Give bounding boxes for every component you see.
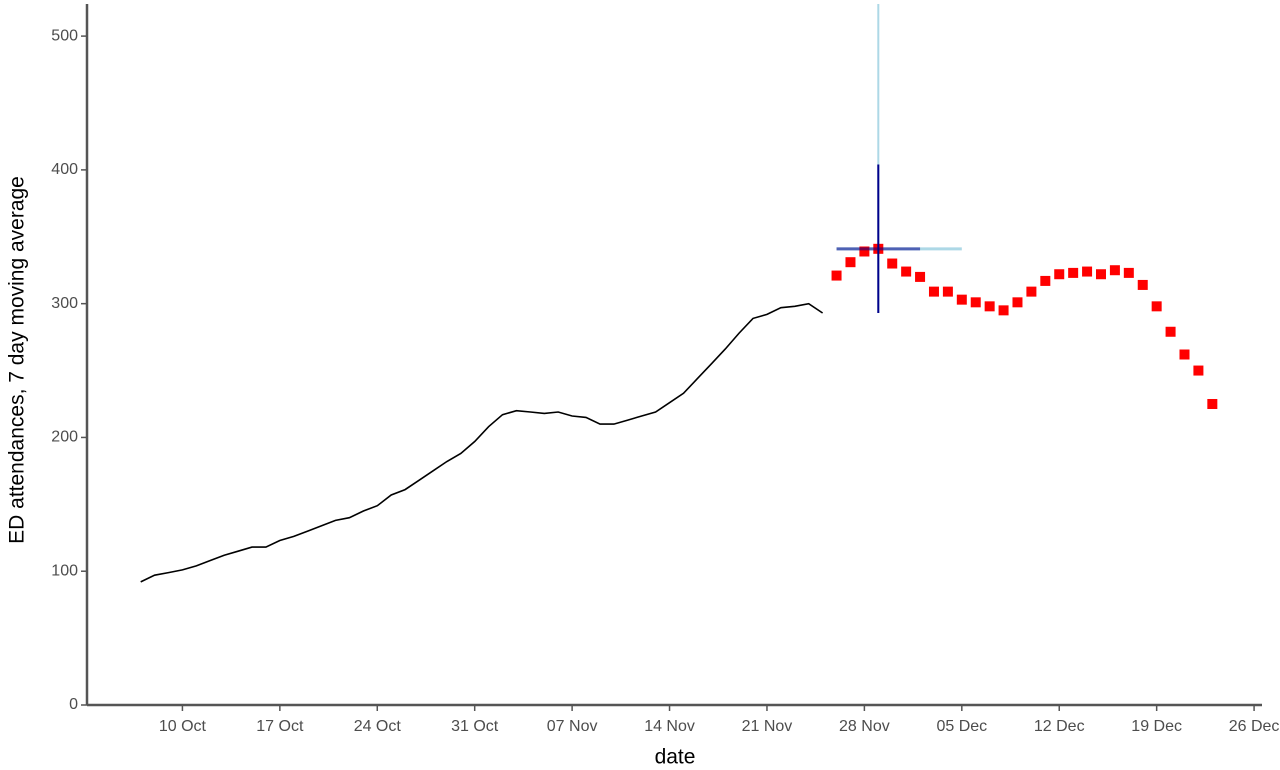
- y-tick-label: 500: [51, 27, 78, 44]
- x-tick-label: 19 Dec: [1131, 718, 1182, 735]
- x-tick-label: 21 Nov: [742, 718, 793, 735]
- point: [1123, 267, 1134, 278]
- point: [845, 257, 856, 268]
- x-tick-label: 17 Oct: [256, 718, 304, 735]
- point: [984, 301, 995, 312]
- y-axis-title: ED attendances, 7 day moving average: [6, 176, 29, 544]
- point: [1165, 326, 1176, 337]
- y-tick-label: 400: [51, 161, 78, 178]
- x-tick-label: 31 Oct: [451, 718, 499, 735]
- y-tick-label: 0: [69, 696, 78, 713]
- point: [1012, 297, 1023, 308]
- point: [1054, 269, 1065, 280]
- point: [998, 305, 1009, 316]
- x-tick-label: 10 Oct: [159, 718, 207, 735]
- y-tick-label: 100: [51, 562, 78, 579]
- point: [1179, 349, 1190, 360]
- x-tick-label: 05 Dec: [936, 718, 987, 735]
- point: [1040, 275, 1051, 286]
- point: [1068, 267, 1079, 278]
- point: [1026, 286, 1037, 297]
- point: [887, 258, 898, 269]
- point: [942, 286, 953, 297]
- point: [1193, 365, 1204, 376]
- point: [1082, 266, 1093, 277]
- point: [831, 270, 842, 281]
- point: [928, 286, 939, 297]
- x-tick-label: 12 Dec: [1034, 718, 1085, 735]
- point: [859, 246, 870, 257]
- point: [1109, 265, 1120, 276]
- point: [956, 294, 967, 305]
- x-tick-label: 07 Nov: [547, 718, 598, 735]
- point: [915, 271, 926, 282]
- point: [1207, 398, 1218, 409]
- point: [1095, 269, 1106, 280]
- point: [1137, 279, 1148, 290]
- x-tick-label: 26 Dec: [1229, 718, 1280, 735]
- point: [970, 297, 981, 308]
- x-tick-label: 14 Nov: [644, 718, 695, 735]
- point: [901, 266, 912, 277]
- y-tick-label: 300: [51, 295, 78, 312]
- x-tick-label: 28 Nov: [839, 718, 890, 735]
- x-axis-title: date: [655, 746, 696, 769]
- x-tick-label: 24 Oct: [354, 718, 402, 735]
- line: [140, 302, 824, 583]
- y-tick-label: 200: [51, 429, 78, 446]
- point: [1151, 301, 1162, 312]
